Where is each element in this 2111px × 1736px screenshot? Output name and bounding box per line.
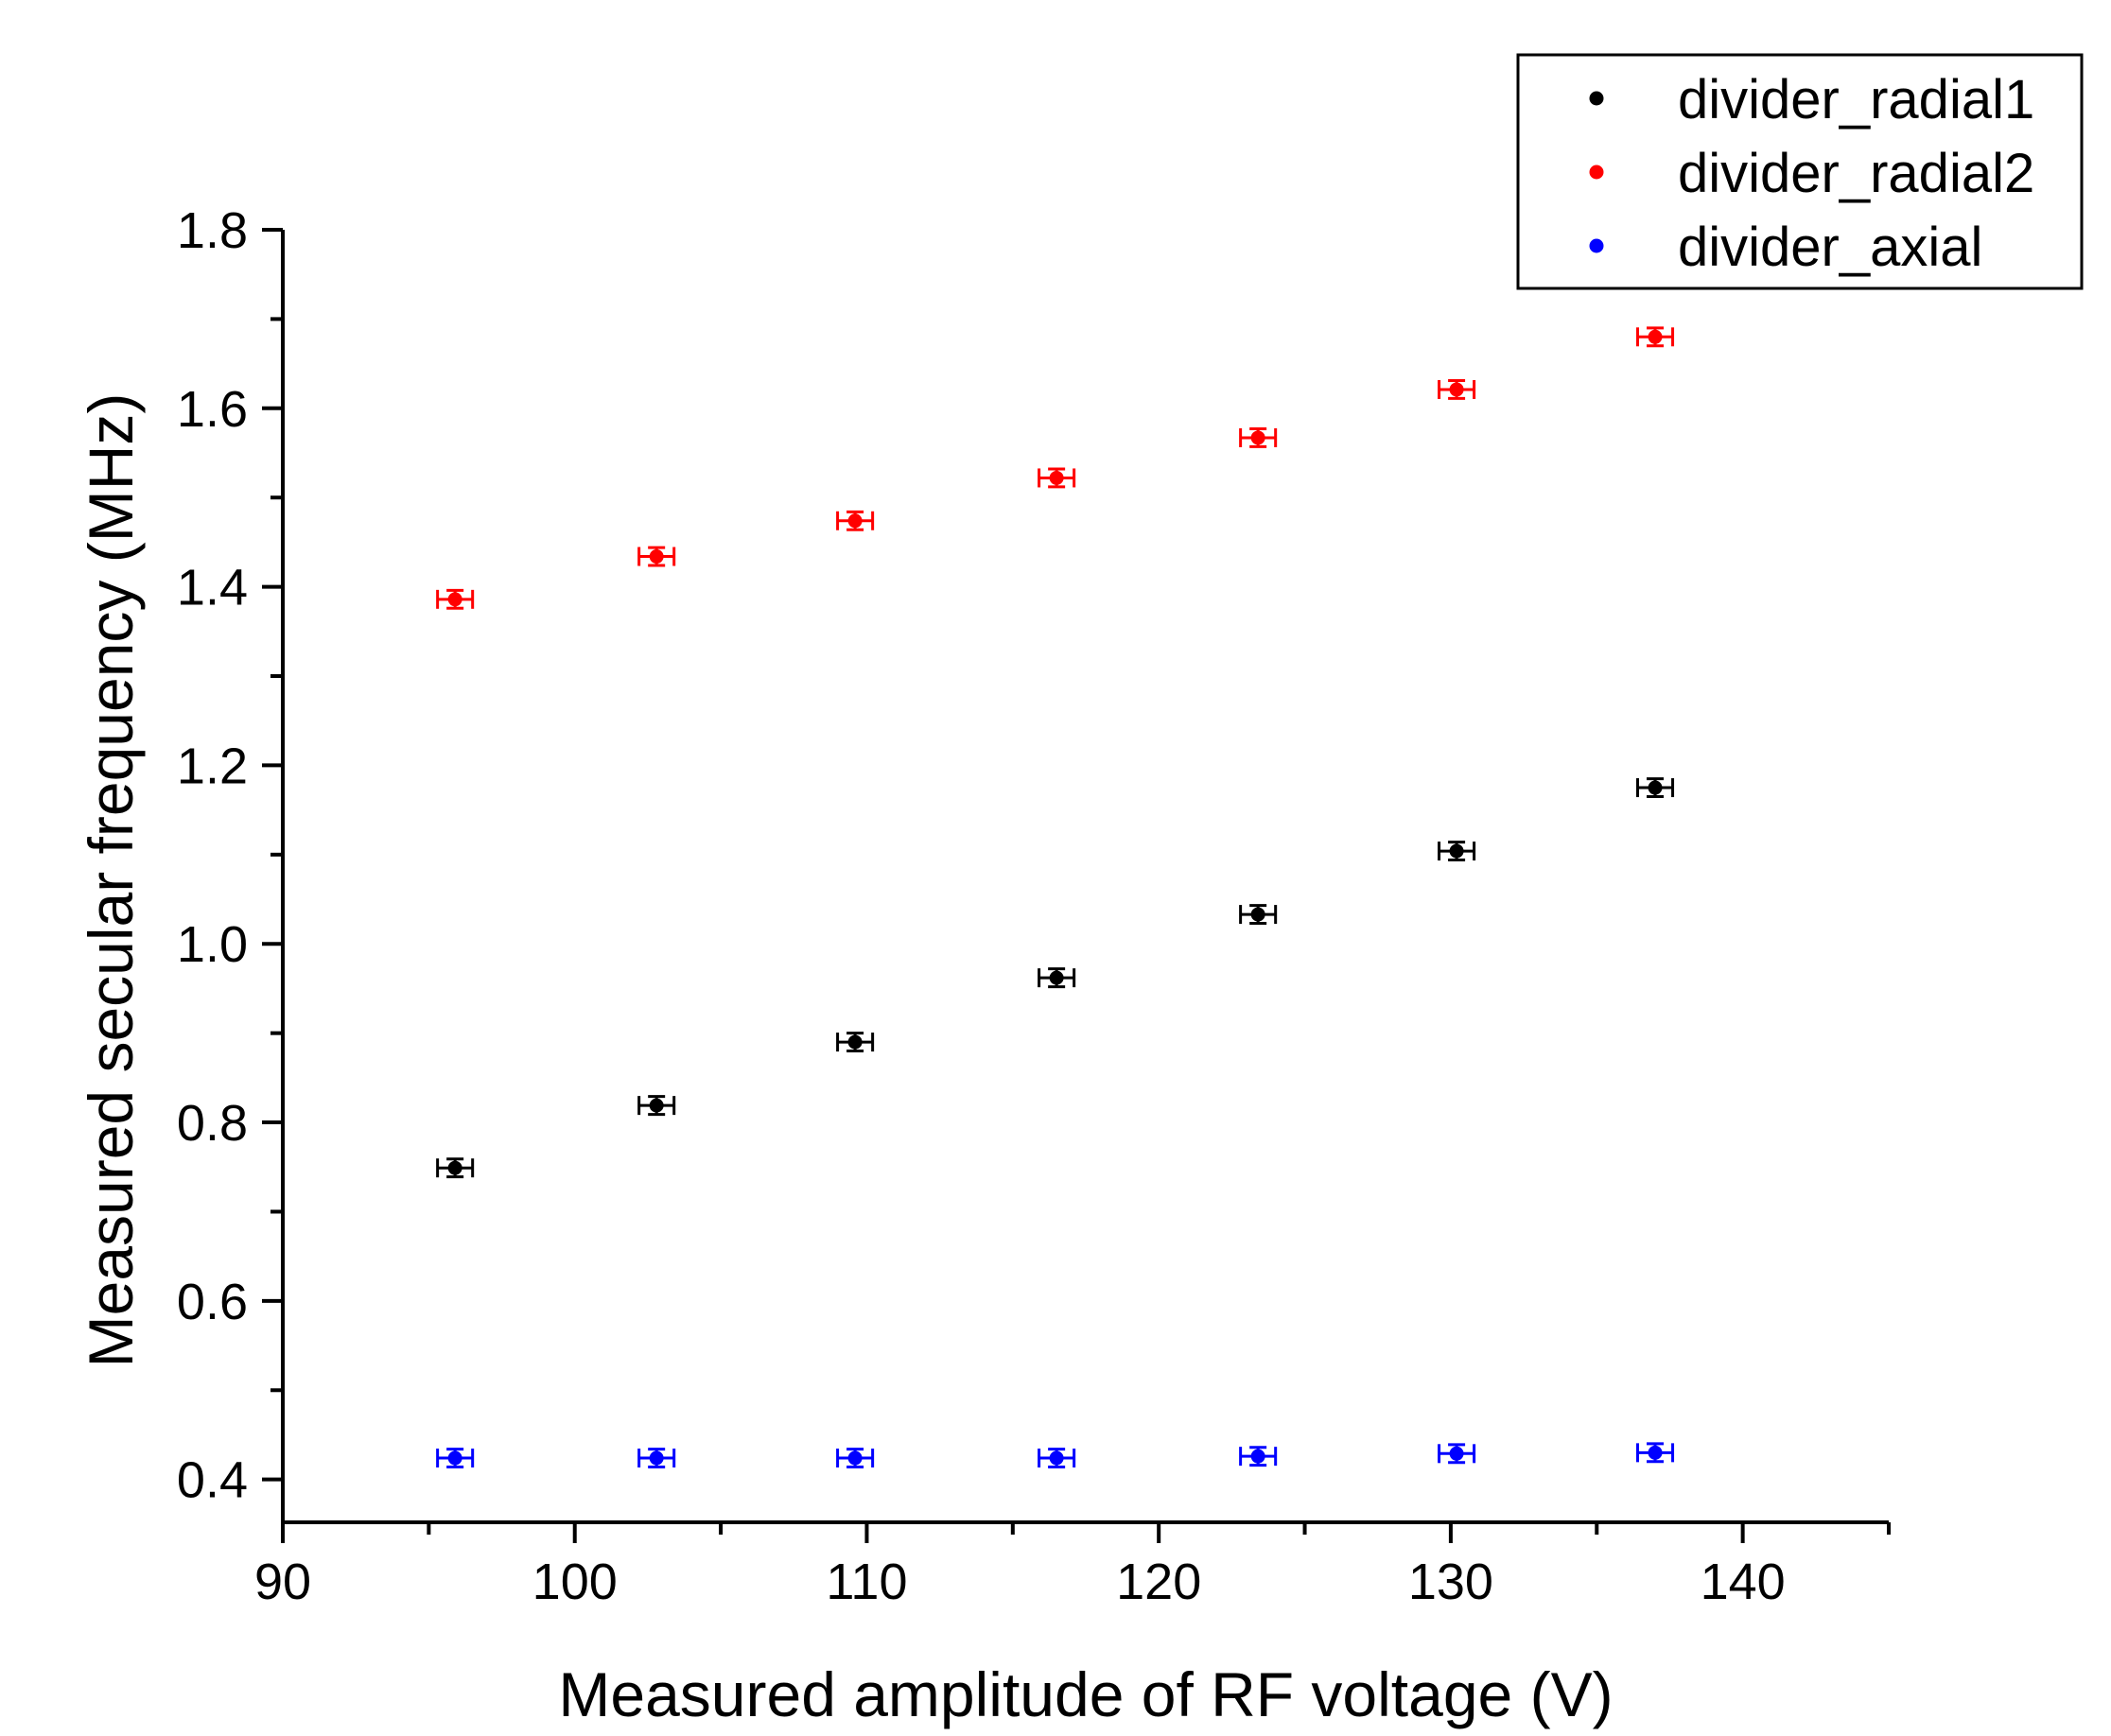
data-marker <box>649 549 664 564</box>
data-marker <box>847 1450 863 1466</box>
y-tick-label: 0.8 <box>177 1095 248 1152</box>
x-tick-label: 90 <box>254 1554 311 1610</box>
x-tick-label: 110 <box>826 1554 907 1610</box>
data-point <box>836 1032 875 1053</box>
data-point <box>1038 467 1076 489</box>
y-tick-label: 1.6 <box>177 381 248 438</box>
data-point <box>836 510 875 531</box>
x-tick-label: 130 <box>1408 1554 1493 1610</box>
data-marker <box>1049 970 1064 985</box>
y-axis-label: Measured secular frequency (MHz) <box>76 393 146 1368</box>
data-point <box>1635 326 1675 348</box>
legend-marker <box>1589 238 1604 253</box>
data-point <box>1438 1443 1476 1465</box>
y-tick-label: 1.0 <box>177 916 248 973</box>
x-axis-ticks: 90 100 110 120 130 140 <box>254 1522 1891 1610</box>
data-marker <box>1250 907 1265 922</box>
data-point <box>1438 841 1476 862</box>
data-marker <box>1449 1446 1464 1461</box>
data-marker <box>1648 780 1663 795</box>
series-divider_radial1 <box>436 777 1675 1179</box>
legend-marker <box>1589 91 1604 106</box>
data-point <box>1438 379 1476 400</box>
x-axis-label: Measured amplitude of RF voltage (V) <box>558 1659 1613 1729</box>
data-point <box>1239 1446 1278 1467</box>
series-divider_axial <box>436 1442 1675 1468</box>
data-marker <box>447 592 462 607</box>
legend-label: divider_radial1 <box>1678 69 2034 130</box>
data-point <box>1239 904 1278 926</box>
x-tick-label: 140 <box>1701 1554 1786 1610</box>
plot-area <box>436 326 1675 1468</box>
data-marker <box>1648 329 1663 344</box>
data-point <box>1038 967 1076 989</box>
y-tick-label: 1.2 <box>177 738 248 794</box>
legend-marker <box>1589 165 1604 180</box>
y-tick-label: 0.4 <box>177 1452 248 1509</box>
data-marker <box>1250 1449 1265 1464</box>
y-tick-label: 0.6 <box>177 1274 248 1330</box>
data-point <box>836 1448 875 1468</box>
data-marker <box>447 1160 462 1175</box>
x-tick-label: 100 <box>532 1554 618 1610</box>
data-point <box>1635 1442 1675 1464</box>
data-point <box>436 1157 475 1179</box>
data-marker <box>447 1450 462 1466</box>
x-tick-label: 120 <box>1116 1554 1201 1610</box>
data-marker <box>1648 1445 1663 1460</box>
data-marker <box>1049 470 1064 485</box>
data-point <box>1239 427 1278 448</box>
legend-box <box>1516 53 2084 290</box>
legend: divider_radial1 divider_radial2 divider_ax… <box>1516 53 2084 290</box>
data-point <box>637 1448 676 1468</box>
data-marker <box>1449 382 1464 397</box>
data-point <box>1038 1448 1076 1468</box>
data-marker <box>847 513 863 529</box>
data-marker <box>1250 430 1265 445</box>
data-point <box>436 1448 475 1468</box>
axes <box>281 230 1889 1524</box>
y-tick-label: 1.4 <box>177 560 248 616</box>
data-point <box>436 588 475 610</box>
data-marker <box>649 1450 664 1466</box>
legend-label: divider_axial <box>1678 217 1982 278</box>
data-marker <box>1049 1450 1064 1466</box>
data-point <box>637 1095 676 1117</box>
y-tick-label: 1.8 <box>177 202 248 259</box>
data-marker <box>649 1098 664 1113</box>
series-divider_radial2 <box>436 326 1675 610</box>
data-marker <box>847 1034 863 1050</box>
y-axis-ticks: 0.4 0.6 0.8 1.0 1.2 1.4 1.6 1.8 <box>177 202 283 1509</box>
legend-label: divider_radial2 <box>1678 143 2034 204</box>
data-marker <box>1449 843 1464 859</box>
data-point <box>637 546 676 567</box>
data-point <box>1635 777 1675 798</box>
